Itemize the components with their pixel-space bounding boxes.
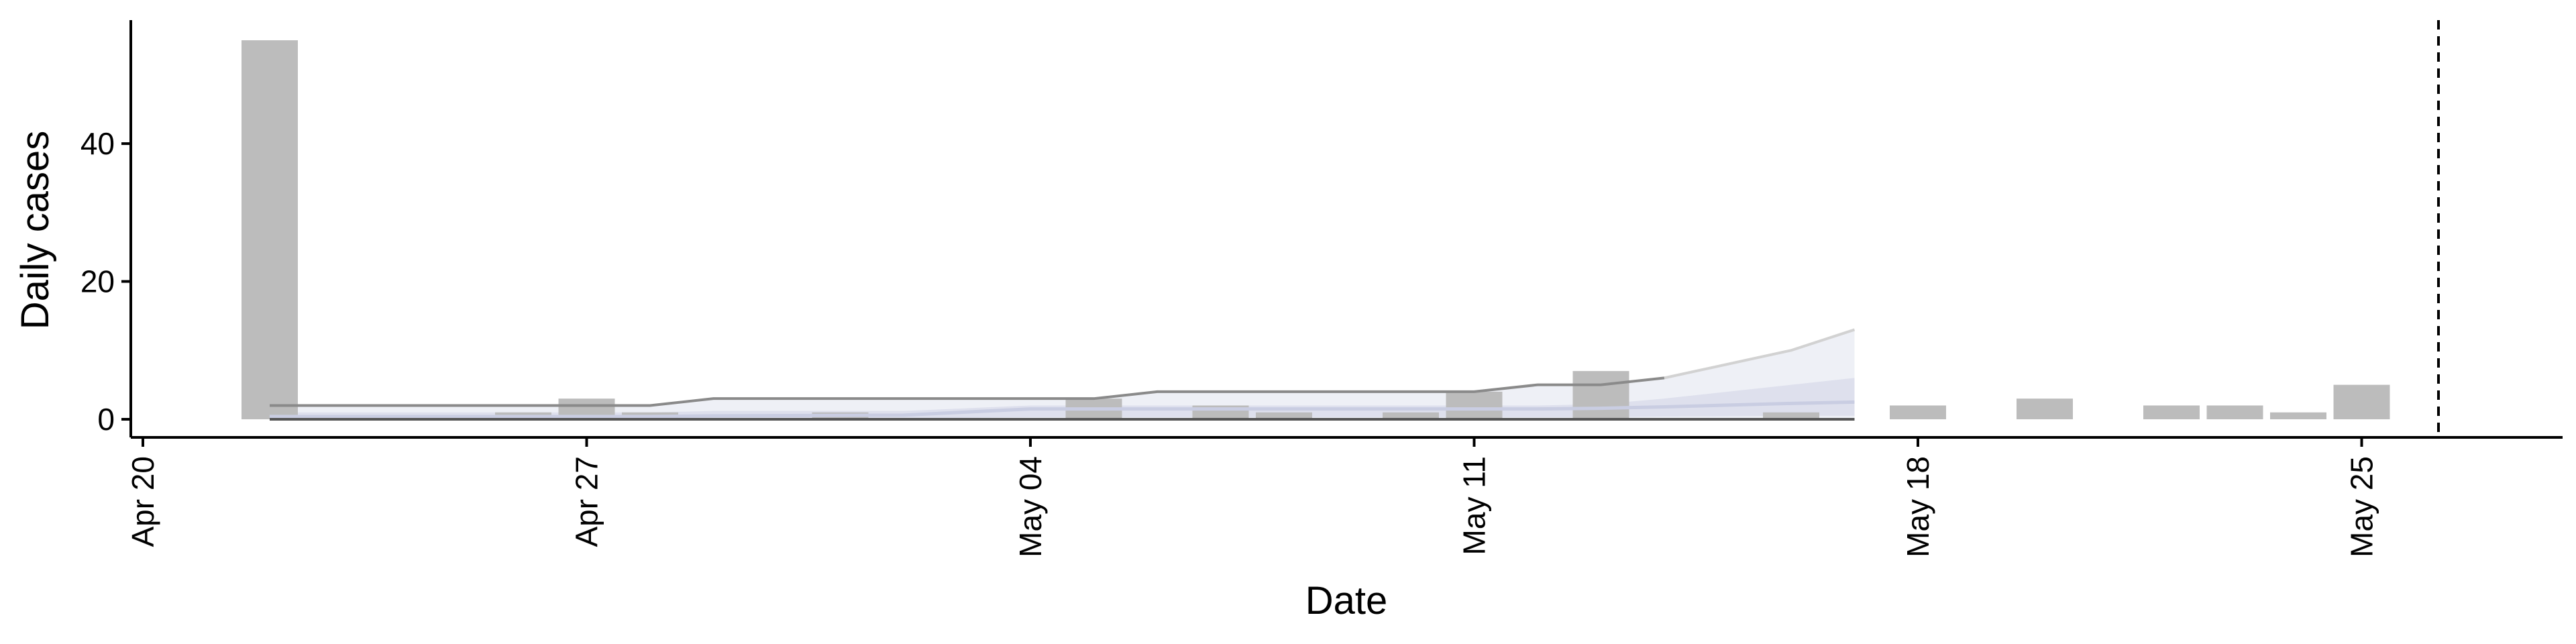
- case-bar: [2143, 405, 2200, 419]
- x-tick-label: May 25: [2345, 456, 2379, 557]
- case-bar: [2333, 384, 2390, 419]
- estimate-lines: [270, 328, 1856, 421]
- x-tick-label: May 18: [1900, 456, 1935, 557]
- upper-bound-forecast-line: [1664, 328, 1856, 380]
- case-bar: [1446, 391, 1503, 419]
- y-axis-label: Daily cases: [13, 131, 57, 330]
- x-tick-label: Apr 20: [125, 456, 160, 547]
- median-line: [270, 400, 1855, 419]
- y-tick-label: 0: [97, 402, 115, 437]
- x-axis-label: Date: [1305, 579, 1388, 623]
- case-bar: [1256, 412, 1312, 419]
- case-bar: [2270, 412, 2326, 419]
- case-bar: [1890, 405, 1946, 419]
- x-axis-ticks: Apr 20 Apr 27 May 04 May 11 May 18 May 25: [125, 437, 2379, 557]
- case-bars: [241, 40, 2390, 420]
- plot-area: [241, 20, 2440, 437]
- case-bar: [1383, 412, 1439, 419]
- case-bar: [1572, 371, 1629, 419]
- case-bar: [2206, 405, 2263, 419]
- case-bar: [1763, 412, 1819, 419]
- x-tick-label: Apr 27: [570, 456, 604, 547]
- y-tick-label: 20: [80, 264, 115, 299]
- y-tick-label: 40: [80, 126, 115, 161]
- x-tick-label: May 04: [1013, 456, 1048, 557]
- y-axis-ticks: 0 20 40: [80, 126, 131, 437]
- axes: 0 20 40 Apr 20 Apr 27 May 04 May 11 May 18 May …: [80, 20, 2563, 557]
- case-bar: [2017, 398, 2073, 419]
- upper-bound-line: [270, 376, 1665, 407]
- case-bar: [241, 40, 298, 420]
- x-tick-label: May 11: [1457, 456, 1492, 555]
